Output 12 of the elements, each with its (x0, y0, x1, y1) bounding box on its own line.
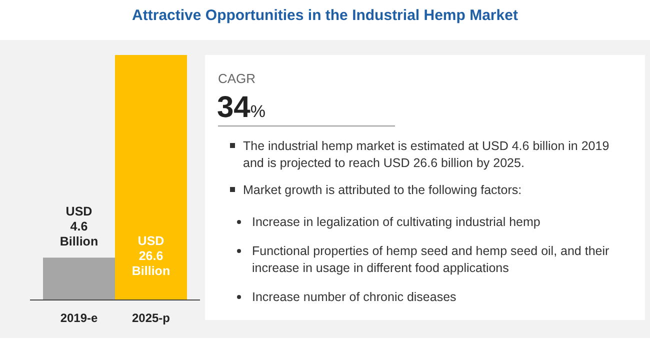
text: The industrial hemp market is estimated at USD 4.6 billion in 2019 and is projected to reach USD 26.6 billion by 2025. (243, 139, 610, 170)
x-tick-label: 2025-p (132, 311, 170, 325)
data-label: USD 4.6 Billion (60, 204, 98, 249)
text: 34% (217, 91, 266, 124)
x-tick-label: 2019-e (60, 311, 98, 325)
text: Increase in legalization of cultivating industrial hemp (252, 215, 540, 229)
text: Increase number of chronic diseases (252, 290, 456, 304)
text: CAGR (218, 71, 256, 86)
text: Market growth is attributed to the following factors: (243, 183, 522, 197)
text: Functional properties of hemp seed and hemp seed oil, and their increase in usage in different food applications (252, 244, 610, 275)
data-label: USD 26.6 Billion (132, 234, 170, 278)
text: Attractive Opportunities in the Industrial Hemp Market (132, 7, 518, 24)
